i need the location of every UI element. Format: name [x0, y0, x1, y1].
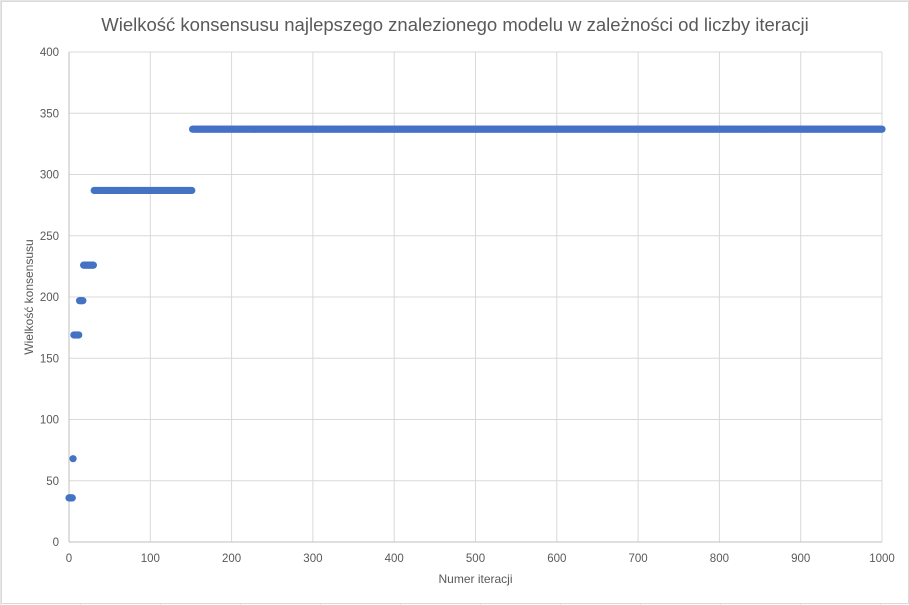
y-tick-label: 100 — [40, 415, 59, 427]
y-tick-label: 400 — [40, 47, 59, 59]
y-tick-label: 50 — [46, 476, 59, 488]
gridlines — [69, 51, 883, 542]
x-tick-label: 400 — [385, 553, 404, 565]
data-point — [79, 297, 87, 305]
x-tick-label: 1000 — [869, 553, 895, 565]
data-point — [68, 494, 76, 502]
data-point — [188, 186, 196, 195]
x-tick-label: 300 — [303, 553, 322, 565]
x-tick-label: 500 — [466, 553, 485, 565]
data-point — [878, 125, 886, 133]
y-tick-label: 150 — [40, 353, 59, 365]
x-tick-label: 100 — [141, 553, 160, 565]
axes — [68, 52, 882, 543]
data-point — [89, 261, 97, 269]
y-tick-label: 300 — [40, 170, 59, 182]
tick-labels: 0 50 100 150 200 250 300 350 400 0 100 200 300 400 500… — [40, 47, 895, 565]
y-tick-label: 200 — [40, 292, 59, 304]
y-tick-label: 350 — [40, 108, 59, 120]
chart-title: Wielkość konsensusu najlepszego znalezio… — [101, 14, 809, 35]
x-tick-label: 600 — [547, 553, 566, 565]
x-tick-label: 0 — [66, 553, 72, 565]
x-tick-label: 200 — [222, 553, 241, 565]
y-tick-label: 0 — [53, 537, 59, 549]
x-tick-label: 800 — [710, 553, 729, 565]
y-tick-label: 250 — [40, 231, 59, 243]
data-point — [75, 331, 83, 339]
y-axis-title: Wielkość konsensusu — [22, 239, 36, 354]
x-tick-label: 700 — [629, 553, 648, 565]
x-axis-title: Numer iteracji — [438, 572, 512, 586]
data-point — [69, 455, 77, 463]
x-tick-label: 900 — [791, 553, 810, 565]
data-points — [65, 125, 886, 502]
